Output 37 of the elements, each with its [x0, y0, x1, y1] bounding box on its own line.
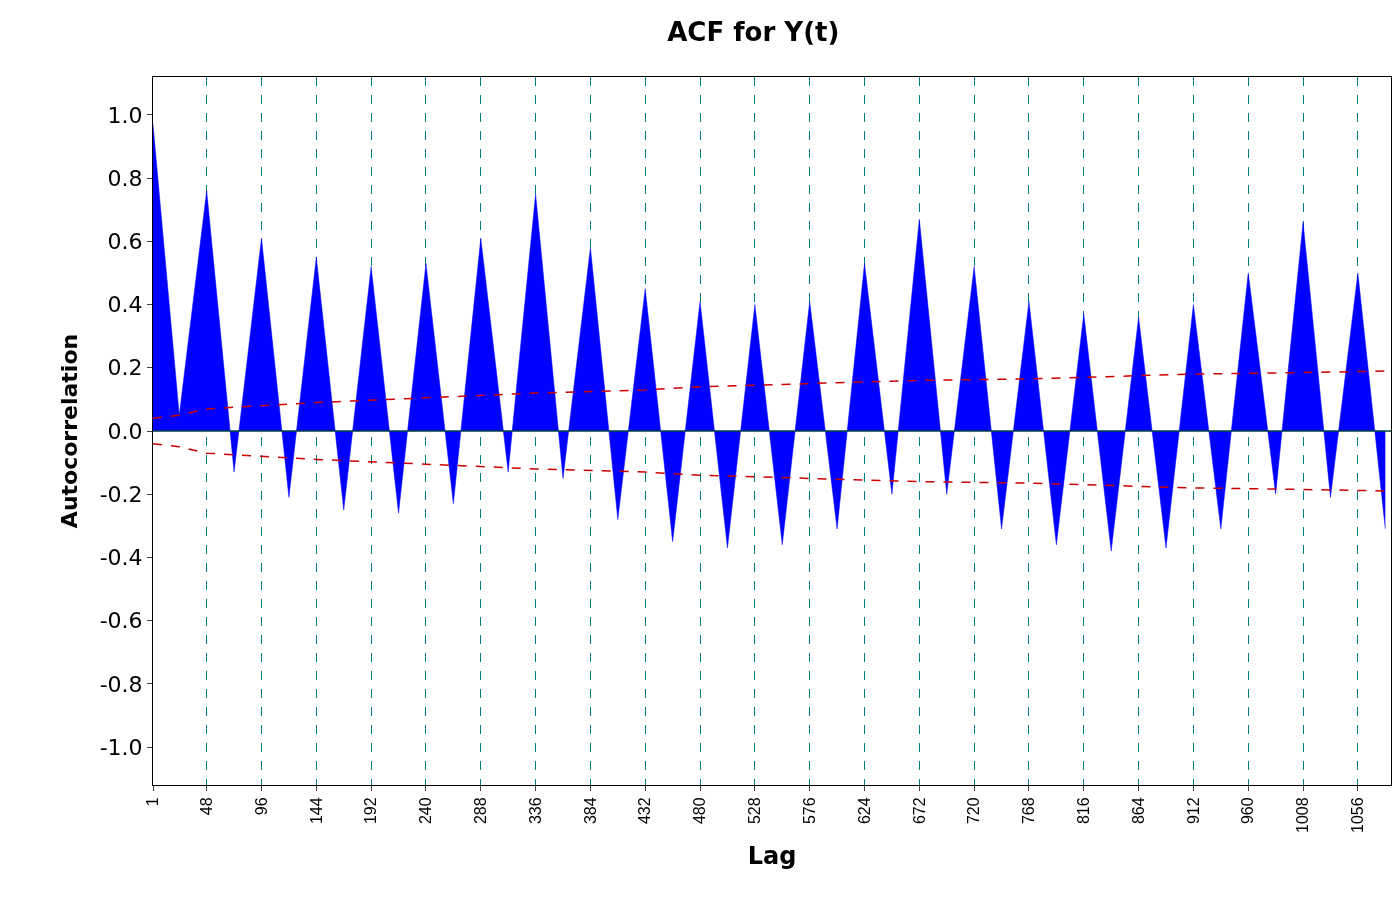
y-tick-label: 0.0 — [107, 418, 143, 444]
y-tick-label: -0.4 — [99, 545, 143, 571]
y-tick-label: -1.0 — [99, 734, 143, 760]
y-tick-label: 0.2 — [107, 355, 143, 381]
x-tick-label: 768 — [1020, 797, 1038, 825]
x-tick-label: 720 — [965, 797, 983, 825]
y-tick-label: -0.8 — [99, 671, 143, 697]
x-tick-label: 480 — [691, 797, 709, 825]
x-tick-label: 336 — [526, 797, 544, 825]
x-tick-label: 144 — [307, 797, 325, 825]
x-tick-label: 1056 — [1349, 797, 1367, 833]
x-axis-title: Lag — [747, 842, 797, 871]
x-tick-label: 240 — [417, 797, 435, 825]
x-tick-label: 864 — [1129, 797, 1147, 825]
y-tick-label: 0.4 — [107, 292, 143, 318]
y-tick-label: 0.6 — [107, 229, 143, 255]
x-tick-label: 960 — [1239, 797, 1257, 825]
y-tick-label: -0.6 — [99, 608, 143, 634]
y-tick-label: -0.2 — [99, 481, 143, 507]
x-tick-label: 288 — [471, 797, 489, 825]
x-tick-label: 192 — [362, 797, 380, 825]
x-tick-label: 384 — [581, 797, 599, 825]
x-tick-label: 1008 — [1294, 797, 1312, 833]
x-tick-label: 48 — [197, 797, 215, 816]
x-tick-label: 624 — [855, 797, 873, 825]
x-tick-label: 432 — [636, 797, 654, 825]
chart-title: ACF for Y(t) — [667, 16, 840, 47]
x-tick-label: 576 — [800, 797, 818, 825]
x-tick-label: 1 — [144, 797, 162, 807]
y-tick-label: 0.8 — [107, 165, 143, 191]
y-tick-label: 1.0 — [107, 102, 143, 128]
x-tick-label: 672 — [910, 797, 928, 825]
x-tick-label: 912 — [1184, 797, 1202, 825]
y-axis-title: Autocorrelation — [57, 333, 83, 529]
x-tick-label: 528 — [746, 797, 764, 825]
x-tick-label: 96 — [252, 797, 270, 816]
x-tick-label: 816 — [1074, 797, 1092, 825]
